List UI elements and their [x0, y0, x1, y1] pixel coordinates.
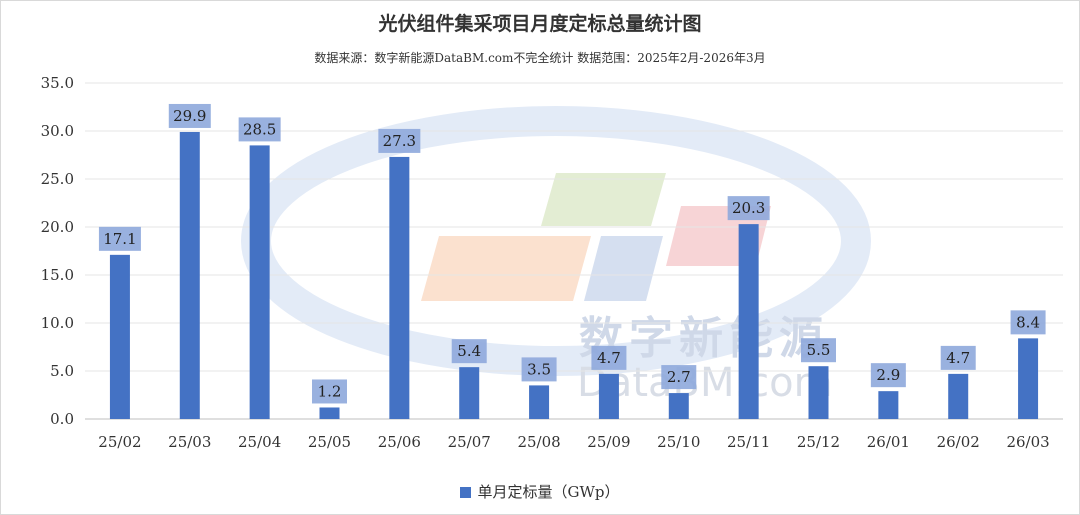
bar — [179, 131, 200, 419]
x-tick-label: 25/05 — [308, 433, 351, 451]
bar — [249, 145, 270, 419]
bar — [459, 367, 480, 419]
data-label-box — [168, 103, 211, 128]
x-tick-label: 25/08 — [517, 433, 560, 451]
x-axis-ticks: 25/02 25/03 25/04 25/05 25/06 25/07 25/08 25/09… — [98, 433, 1049, 451]
bar — [109, 254, 130, 419]
data-label: 3.5 — [527, 360, 551, 378]
data-label-box — [940, 345, 976, 370]
data-label-box — [312, 379, 347, 404]
gridlines — [85, 82, 1063, 420]
data-label: 20.3 — [732, 199, 765, 217]
data-label-box — [661, 365, 697, 390]
data-label-box — [378, 128, 421, 153]
data-label: 2.9 — [876, 366, 900, 384]
x-tick-label: 25/04 — [238, 433, 281, 451]
x-tick-label: 25/07 — [448, 433, 491, 451]
data-label: 8.4 — [1016, 313, 1040, 331]
bar — [529, 385, 550, 419]
watermark-tile-blue — [584, 236, 663, 301]
data-label: 2.7 — [667, 368, 691, 386]
bar — [878, 391, 899, 419]
bar — [389, 156, 410, 420]
data-label-box — [98, 226, 141, 251]
data-labels: 17.1 29.9 28.5 1.2 27.3 5.4 3.5 4.7 2.7 20.3 5.5 2.… — [98, 103, 1046, 404]
y-tick-label: 25.0 — [41, 170, 74, 188]
data-label-box — [727, 196, 770, 221]
data-label: 1.2 — [318, 382, 342, 400]
data-label-box — [1010, 310, 1046, 335]
data-label: 5.4 — [457, 342, 481, 360]
watermark-tile-green — [541, 173, 666, 226]
chart-subtitle: 数据来源：数字新能源DataBM.com不完全统计 数据范围：2025年2月-2… — [314, 51, 766, 65]
x-tick-label: 25/03 — [168, 433, 211, 451]
y-tick-label: 35.0 — [41, 74, 74, 92]
y-axis-ticks: 0.0 5.0 10.0 15.0 20.0 25.0 30.0 35.0 — [41, 74, 74, 428]
legend: 单月定标量（GWp） — [1, 481, 1079, 502]
y-tick-label: 20.0 — [41, 218, 74, 236]
y-tick-label: 5.0 — [50, 362, 74, 380]
data-label-box — [801, 338, 836, 363]
y-tick-label: 15.0 — [41, 266, 74, 284]
bars — [109, 131, 1039, 420]
data-label: 4.7 — [597, 349, 621, 367]
x-tick-label: 25/11 — [727, 433, 770, 451]
data-label: 4.7 — [946, 349, 970, 367]
data-label-box — [870, 363, 906, 388]
x-tick-label: 25/06 — [378, 433, 421, 451]
legend-label: 单月定标量（GWp） — [477, 483, 620, 501]
data-label: 17.1 — [103, 230, 136, 248]
watermark-tile-orange — [421, 236, 591, 301]
x-tick-label: 25/09 — [587, 433, 630, 451]
chart-title: 光伏组件集采项目月度定标总量统计图 — [378, 13, 702, 35]
data-label: 27.3 — [383, 132, 416, 150]
bar — [948, 373, 969, 419]
legend-swatch — [460, 487, 472, 498]
bar — [668, 393, 689, 419]
x-tick-label: 26/02 — [937, 433, 980, 451]
y-tick-label: 0.0 — [50, 410, 74, 428]
x-tick-label: 25/10 — [657, 433, 700, 451]
bar — [1018, 338, 1039, 419]
data-label-box — [451, 339, 487, 364]
x-tick-label: 26/03 — [1006, 433, 1049, 451]
bar — [319, 407, 340, 419]
x-tick-label: 26/01 — [867, 433, 910, 451]
y-tick-label: 30.0 — [41, 122, 74, 140]
data-label: 29.9 — [173, 107, 206, 125]
y-tick-label: 10.0 — [41, 314, 74, 332]
x-tick-label: 25/02 — [98, 433, 141, 451]
data-label-box — [521, 357, 557, 382]
data-label-box — [591, 345, 627, 370]
data-label: 28.5 — [243, 120, 276, 138]
bar — [738, 224, 759, 419]
bar — [808, 366, 829, 419]
data-label-box — [238, 117, 281, 142]
data-label: 5.5 — [807, 341, 831, 359]
bar — [598, 373, 619, 419]
x-tick-label: 25/12 — [797, 433, 840, 451]
